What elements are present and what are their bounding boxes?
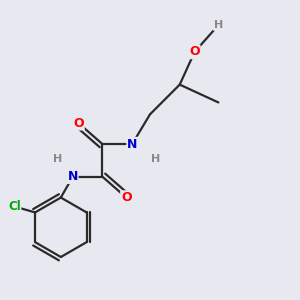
Text: O: O (74, 117, 84, 130)
Text: O: O (121, 191, 131, 204)
Text: O: O (189, 45, 200, 58)
Text: N: N (68, 170, 78, 183)
Text: N: N (127, 138, 137, 151)
Text: Cl: Cl (8, 200, 21, 213)
Text: H: H (151, 154, 160, 164)
Text: H: H (53, 154, 62, 164)
Text: H: H (214, 20, 223, 30)
